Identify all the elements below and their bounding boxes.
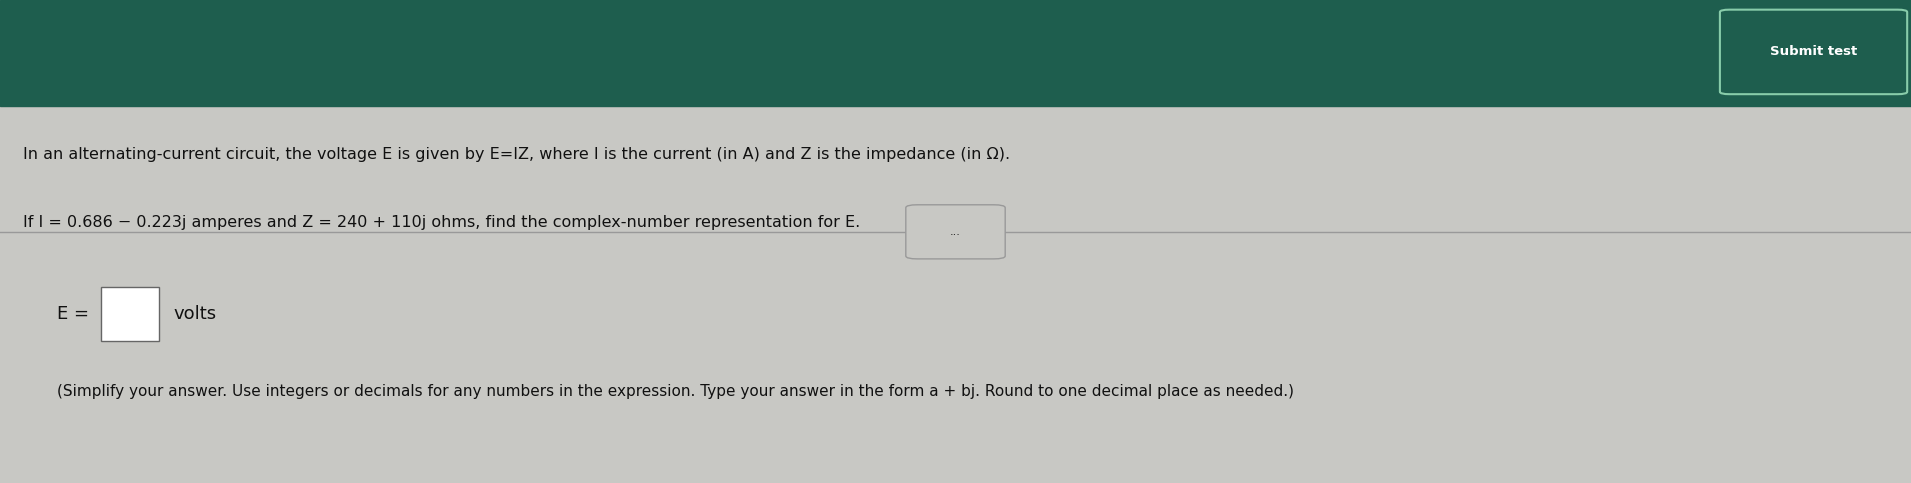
Text: ...: ... [950, 227, 961, 237]
Text: If I = 0.686 − 0.223j amperes and Z = 240 + 110j ohms, find the complex-number r: If I = 0.686 − 0.223j amperes and Z = 24… [23, 214, 860, 230]
FancyBboxPatch shape [1720, 10, 1907, 94]
Text: (Simplify your answer. Use integers or decimals for any numbers in the expressio: (Simplify your answer. Use integers or d… [57, 384, 1294, 399]
Text: In an alternating-current circuit, the voltage E is given by E=IZ, where I is th: In an alternating-current circuit, the v… [23, 147, 1011, 162]
Text: volts: volts [174, 305, 218, 323]
Text: E =: E = [57, 305, 90, 323]
Bar [101, 287, 159, 341]
FancyBboxPatch shape [906, 205, 1005, 259]
Text: Submit test: Submit test [1770, 45, 1857, 58]
Bar [0, 0, 1911, 106]
